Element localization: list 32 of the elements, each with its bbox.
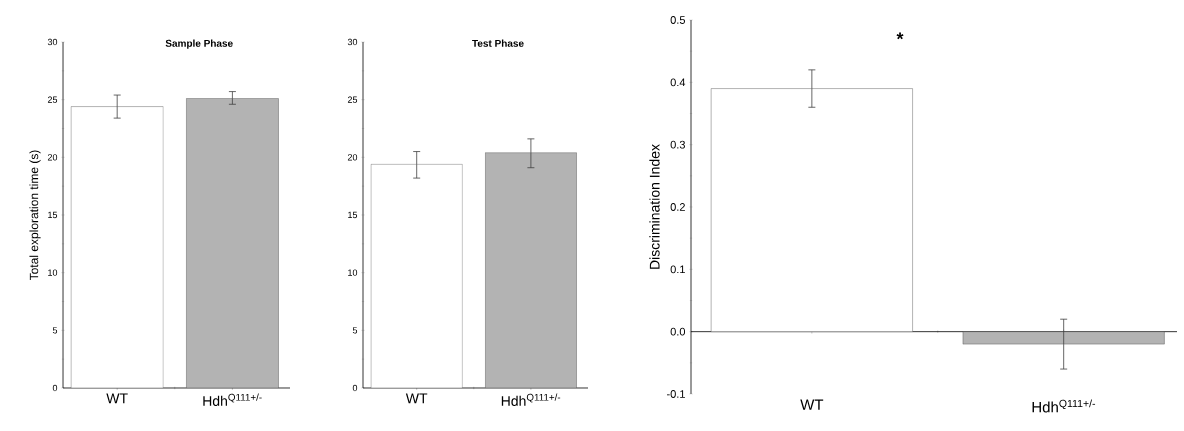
y-tick-label: 30	[47, 38, 58, 46]
y-tick-label: 0	[52, 384, 58, 392]
y-tick-label: 0.2	[670, 203, 685, 211]
y-tick-label: 25	[347, 96, 358, 103]
y-tick-label: 0	[352, 384, 358, 392]
y-tick-label: 5	[352, 327, 358, 334]
y-axis-title: Discrimination Index	[649, 144, 660, 269]
chart-title: Test Phase	[472, 39, 524, 47]
y-tick-label: 10	[48, 269, 58, 276]
x-tick-label: Hdh$^{Q111+/-}$	[501, 393, 561, 406]
y-tick-label: 20	[47, 154, 58, 161]
y-tick-label: 0.0	[670, 327, 686, 336]
y-tick-label: 0.1	[670, 265, 685, 274]
y-tick-label: 15	[348, 211, 358, 219]
x-tick-label: Hdh$^{Q111+/-}$	[203, 393, 262, 406]
y-tick-label: 15	[48, 211, 58, 219]
y-tick-label: 0.3	[670, 140, 685, 149]
y-tick-label: 0.4	[670, 78, 686, 87]
x-tick-label: Hdh$^{Q111+/-}$	[1032, 399, 1096, 413]
x-tick-label: WT	[106, 393, 128, 404]
chart-title: Sample Phase	[165, 39, 233, 49]
y-tick-label: 20	[347, 154, 358, 161]
annotation: *	[896, 32, 904, 40]
y-tick-label: 10	[348, 269, 358, 276]
x-tick-label: WT	[800, 399, 824, 410]
y-tick-label: 5	[52, 327, 58, 334]
y-tick-label: -0.1	[667, 390, 685, 398]
y-tick-label: 30	[347, 38, 358, 46]
y-axis-title: Total exploration time (s)	[29, 150, 41, 281]
y-tick-label: 0.5	[670, 16, 685, 24]
x-tick-label: WT	[405, 393, 428, 404]
y-tick-label: 25	[47, 96, 58, 103]
